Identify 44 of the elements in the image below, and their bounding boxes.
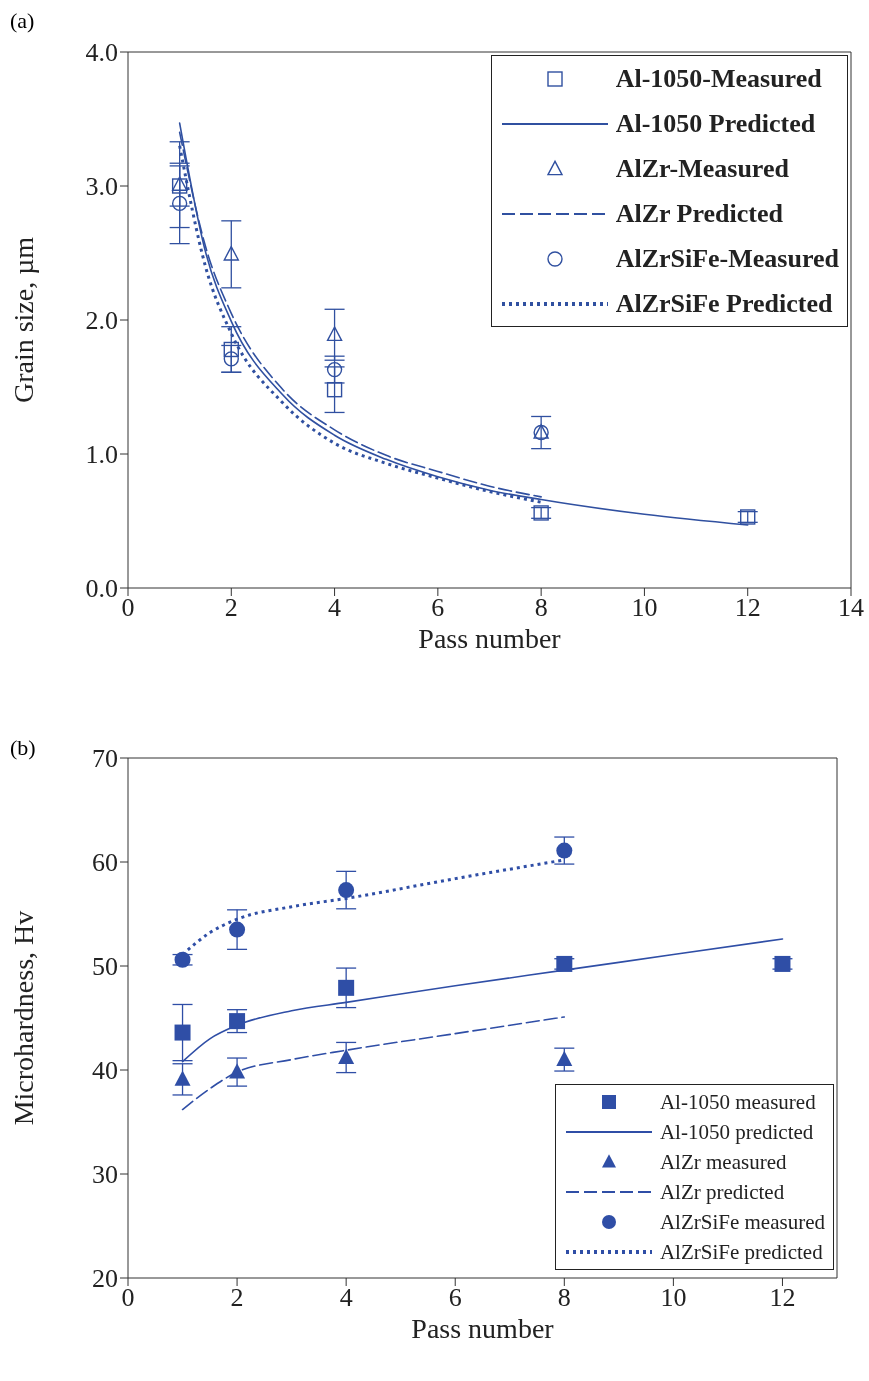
y-axis-title: Microhardness, Hv	[7, 910, 39, 1126]
legend-label: Al-1050-Measured	[615, 63, 822, 95]
x-tick-label: 8	[534, 593, 548, 623]
chart-title: (a)	[10, 8, 35, 34]
x-tick-label: 2	[224, 593, 238, 623]
legend-label: AlZr-Measured	[615, 153, 789, 185]
y-tick-label: 0.0	[85, 574, 118, 604]
legend-label: AlZr Predicted	[615, 198, 783, 230]
x-axis-title: Pass number	[418, 623, 562, 654]
y-tick-label: 20	[92, 1264, 118, 1294]
x-tick-label: 2	[230, 1283, 244, 1313]
y-tick-label: 60	[92, 848, 118, 878]
x-tick-label: 12	[734, 593, 761, 623]
y-tick-label: 30	[92, 1160, 118, 1190]
legend-label: AlZr measured	[659, 1149, 787, 1176]
x-tick-label: 4	[339, 1283, 353, 1313]
legend-label: Al-1050 predicted	[659, 1119, 814, 1146]
x-tick-label: 6	[431, 593, 445, 623]
legend-label: AlZrSiFe measured	[659, 1209, 825, 1236]
x-tick-label: 10	[660, 1283, 687, 1313]
legend-label: AlZrSiFe-Measured	[615, 243, 839, 275]
legend-label: AlZrSiFe predicted	[659, 1239, 823, 1266]
y-axis-title: Grain size, µm	[7, 236, 39, 404]
x-tick-label: 12	[769, 1283, 796, 1313]
chart-title: (b)	[10, 735, 36, 761]
legend-label: Al-1050 measured	[659, 1089, 816, 1116]
x-tick-label: 0	[121, 1283, 135, 1313]
x-tick-label: 0	[121, 593, 135, 623]
y-tick-label: 70	[92, 744, 118, 774]
y-tick-label: 2.0	[85, 306, 118, 336]
legend-label: Al-1050 Predicted	[615, 108, 816, 140]
x-tick-label: 8	[557, 1283, 571, 1313]
y-tick-label: 40	[92, 1056, 118, 1086]
y-tick-label: 50	[92, 952, 118, 982]
x-tick-label: 10	[631, 593, 658, 623]
x-axis-title: Pass number	[411, 1313, 555, 1344]
x-tick-label: 6	[448, 1283, 462, 1313]
x-tick-label: 4	[328, 593, 342, 623]
y-tick-label: 1.0	[85, 440, 118, 470]
legend-label: AlZrSiFe Predicted	[615, 288, 833, 320]
y-tick-label: 4.0	[85, 38, 118, 68]
legend-label: AlZr predicted	[659, 1179, 785, 1206]
x-tick-label: 14	[838, 593, 864, 623]
y-tick-label: 3.0	[85, 172, 118, 202]
